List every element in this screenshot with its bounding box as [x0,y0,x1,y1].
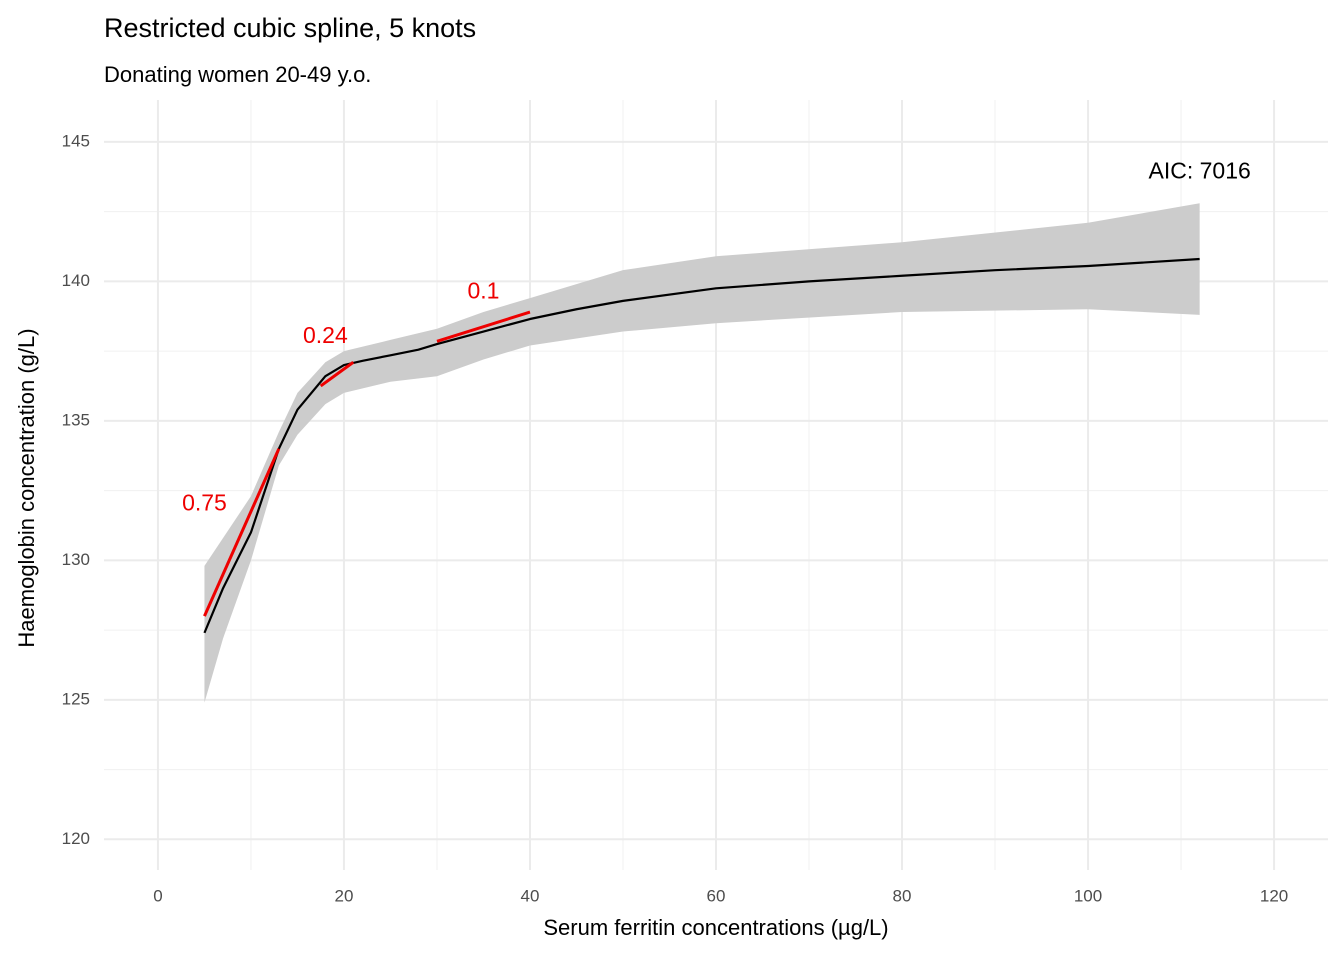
y-tick-label: 135 [62,410,90,429]
fit-line [203,257,1200,634]
annotation: AIC: 7016 [1148,158,1250,184]
x-tick-label: 100 [1074,886,1102,905]
chart-title: Restricted cubic spline, 5 knots [104,13,476,43]
x-tick-label: 60 [707,886,726,905]
x-tick-label: 20 [335,886,354,905]
x-tick-label: 40 [521,886,540,905]
chart-subtitle: Donating women 20-49 y.o. [104,62,371,87]
x-tick-label: 80 [893,886,912,905]
slope-segment [203,448,281,617]
y-tick-label: 145 [62,131,90,150]
x-axis-title: Serum ferritin concentrations (µg/L) [543,915,888,940]
y-tick-label: 130 [62,550,90,569]
confidence-band [204,203,1200,703]
annotation: 0.75 [182,490,227,516]
y-tick-label: 120 [62,829,90,848]
annotation: 0.1 [467,278,499,304]
slope-segment [319,361,355,388]
y-axis-title: Haemoglobin concentration (g/L) [14,328,39,647]
y-tick-label: 125 [62,689,90,708]
x-tick-label: 0 [153,886,162,905]
x-tick-label: 120 [1260,886,1288,905]
annotation: 0.24 [303,322,348,348]
slope-segment [436,310,531,343]
y-tick-label: 140 [62,271,90,290]
